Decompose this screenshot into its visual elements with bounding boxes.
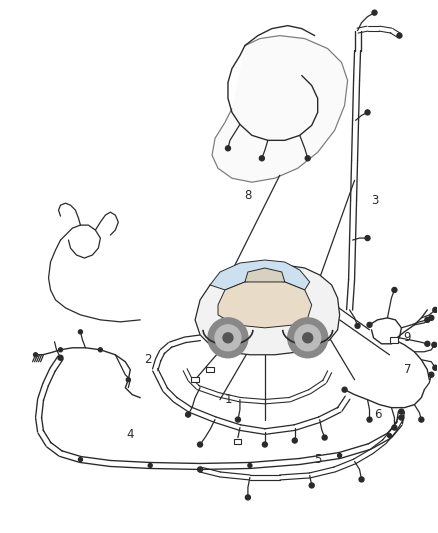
Circle shape [248,464,252,467]
Circle shape [399,415,404,420]
Bar [206,367,214,372]
Circle shape [99,348,102,352]
Circle shape [198,467,202,472]
Circle shape [365,110,370,115]
Circle shape [429,372,434,377]
Circle shape [259,156,265,161]
Circle shape [58,356,63,360]
Circle shape [388,433,392,438]
Text: 1: 1 [224,393,232,406]
Circle shape [397,33,402,38]
Circle shape [288,318,328,358]
Polygon shape [210,260,310,290]
Circle shape [198,442,202,447]
Circle shape [429,316,434,320]
Polygon shape [195,265,339,355]
Bar [234,439,241,444]
Circle shape [425,317,430,322]
Bar [390,337,399,343]
Circle shape [245,495,251,500]
Circle shape [78,330,82,334]
Circle shape [367,417,372,422]
Circle shape [292,438,297,443]
Circle shape [148,464,152,467]
Circle shape [392,287,397,293]
Circle shape [295,325,321,351]
Circle shape [223,333,233,343]
Circle shape [338,454,342,457]
Circle shape [208,318,248,358]
Circle shape [433,308,438,312]
Text: 3: 3 [371,193,378,207]
Circle shape [34,353,38,357]
Bar [191,377,199,382]
Text: 6: 6 [374,408,381,421]
Circle shape [367,322,372,327]
Circle shape [303,333,313,343]
Circle shape [342,387,347,392]
Circle shape [309,483,314,488]
Circle shape [59,348,63,352]
Circle shape [372,10,377,15]
Text: 8: 8 [244,189,251,201]
Circle shape [78,457,82,462]
Circle shape [432,342,437,348]
Polygon shape [212,36,348,182]
Circle shape [419,417,424,422]
Text: 9: 9 [404,332,411,344]
Circle shape [359,477,364,482]
Circle shape [226,146,230,151]
Circle shape [433,365,438,370]
Text: 2: 2 [145,353,152,366]
Circle shape [365,236,370,240]
Circle shape [305,156,310,161]
Circle shape [236,417,240,422]
Circle shape [126,378,130,382]
Circle shape [215,325,241,351]
Circle shape [322,435,327,440]
Circle shape [355,324,360,328]
Polygon shape [218,279,312,328]
Circle shape [186,412,191,417]
Text: 4: 4 [127,428,134,441]
Polygon shape [245,268,285,282]
Circle shape [262,442,267,447]
Circle shape [399,409,404,414]
Text: 5: 5 [314,453,321,466]
Circle shape [392,425,397,430]
Text: 7: 7 [404,363,411,376]
Circle shape [425,341,430,346]
